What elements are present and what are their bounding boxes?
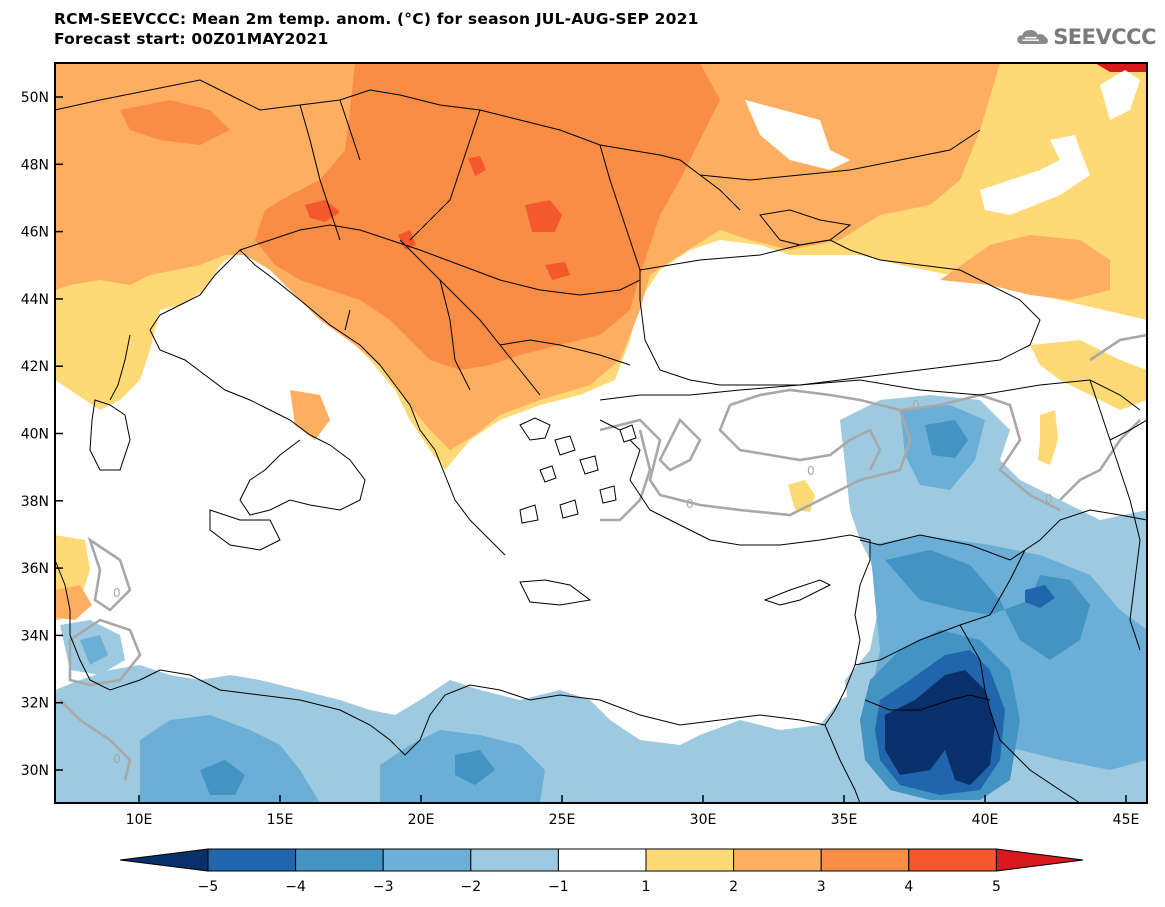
colorbar-arrow-left xyxy=(119,848,209,872)
logo-text: SEEVCCC xyxy=(1053,25,1156,49)
lon-tick-label: 20E xyxy=(408,812,435,828)
field-layer: 0 0 0 0 0 0 xyxy=(55,63,1147,803)
lon-tick-label: 15E xyxy=(267,812,294,828)
lat-tick-label: 50N xyxy=(21,90,49,106)
lon-tick-label: 30E xyxy=(690,812,717,828)
anomaly-zone-neg2to3-tunisia xyxy=(80,635,108,665)
lon-tick-label: 40E xyxy=(972,812,999,828)
anomaly-zone-4to5-slovenia xyxy=(305,200,340,222)
anomaly-zone-neg4to5-syria xyxy=(1025,585,1055,608)
colorbar-label: 3 xyxy=(817,879,826,895)
colorbar-segment xyxy=(382,848,472,872)
lat-tick-label: 36N xyxy=(21,561,49,577)
contour-label-0-d: 0 xyxy=(1045,492,1053,506)
colorbar-label: −5 xyxy=(198,879,219,895)
contour-label-0-f: 0 xyxy=(113,752,121,766)
title-line-2: Forecast start: 00Z01MAY2021 xyxy=(54,30,329,48)
colorbar: −5 −4 −3 −2 −1 1 2 3 4 5 xyxy=(119,848,1084,895)
colorbar-label: 4 xyxy=(904,879,913,895)
anomaly-zone-1to2-anatolia-spot xyxy=(788,480,815,512)
colorbar-segment xyxy=(820,848,910,872)
lat-tick-label: 34N xyxy=(21,628,49,644)
lat-tick-label: 32N xyxy=(21,696,49,712)
lat-tick-label: 42N xyxy=(21,359,49,375)
lat-tick-label: 30N xyxy=(21,763,49,779)
anomaly-zone-2to3-east xyxy=(940,235,1110,300)
map-title: RCM-SEEVCCC: Mean 2m temp. anom. (°C) fo… xyxy=(54,9,699,49)
anomaly-zone-1to2-anatolia-north xyxy=(1030,340,1147,410)
anomaly-zone-3to4-central xyxy=(255,63,720,370)
colorbar-segment xyxy=(557,848,647,872)
contour-label-0-c: 0 xyxy=(686,497,694,511)
anomaly-zone-3to4-north xyxy=(120,100,230,145)
anomaly-zone-neg3to4-egypt xyxy=(455,750,495,785)
colorbar-label: 5 xyxy=(992,879,1001,895)
aegean-islands xyxy=(519,417,637,524)
anomaly-zone-1to2-east-spot xyxy=(1038,410,1058,465)
lon-tick-label: 25E xyxy=(549,812,576,828)
lat-tick-label: 40N xyxy=(21,427,49,443)
cloud-icon xyxy=(1017,29,1048,45)
colorbar-label: −3 xyxy=(373,879,394,895)
colorbar-label: −4 xyxy=(285,879,306,895)
anomaly-zone-5plus-corner xyxy=(1095,63,1147,72)
anomaly-zone-neg5-jordan xyxy=(885,670,995,785)
colorbar-segment xyxy=(908,848,997,872)
colorbar-segment xyxy=(295,848,384,872)
colorbar-label: −1 xyxy=(548,879,569,895)
anomaly-zone-4to5-romania xyxy=(525,200,562,232)
colorbar-segment xyxy=(470,848,559,872)
colorbar-arrow-right xyxy=(995,848,1084,872)
colorbar-label: −2 xyxy=(460,879,481,895)
anomaly-zone-neg2to3-libya xyxy=(140,715,320,803)
colorbar-segment xyxy=(645,848,735,872)
lon-tick-label: 45E xyxy=(1113,812,1140,828)
lon-tick-label: 35E xyxy=(831,812,858,828)
lat-tick-label: 38N xyxy=(21,494,49,510)
anomaly-zone-4to5-hungary xyxy=(468,156,486,176)
lat-tick-label: 44N xyxy=(21,292,49,308)
anomaly-zone-neg3to4-anatolia xyxy=(925,420,968,458)
contour-label-0-e: 0 xyxy=(113,586,121,600)
bodies-of-water-marks xyxy=(745,70,1140,215)
lat-tick-label: 46N xyxy=(21,225,49,241)
title-line-1: RCM-SEEVCCC: Mean 2m temp. anom. (°C) fo… xyxy=(54,10,699,28)
latitude-axis: 50N 48N 46N 44N 42N 40N 38N 36N 34N 32N 30N xyxy=(21,90,63,779)
colorbar-segment xyxy=(207,848,297,872)
anomaly-zone-4to5-balkan xyxy=(398,230,416,250)
colorbar-label: 1 xyxy=(642,879,651,895)
anomaly-zone-2to3-tunisia xyxy=(55,585,92,620)
anomaly-zone-4to5-bulgaria xyxy=(545,262,570,280)
contour-label-0-b: 0 xyxy=(807,464,815,478)
lat-tick-label: 48N xyxy=(21,157,49,173)
colorbar-segment xyxy=(733,848,822,872)
zero-contours xyxy=(59,333,1147,781)
contour-label-0-a: 0 xyxy=(912,398,920,412)
colorbar-label: 2 xyxy=(729,879,738,895)
anomaly-zone-neg3to4-syria xyxy=(885,550,1090,660)
longitude-axis: 10E 15E 20E 25E 30E 35E 40E 45E xyxy=(126,795,1140,828)
coastlines xyxy=(55,79,1147,803)
anomaly-zone-neg3to4-libya xyxy=(200,760,245,795)
seevccc-logo: SEEVCCC xyxy=(1016,20,1156,54)
lon-tick-label: 10E xyxy=(126,812,153,828)
